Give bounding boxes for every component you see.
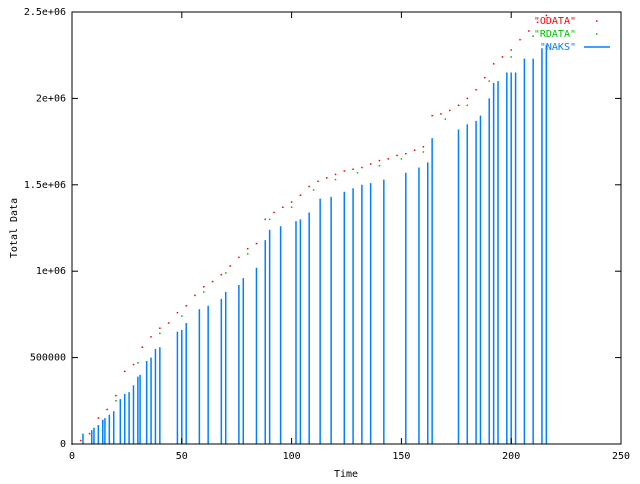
x-tick-label: 50 [176,451,188,462]
data-dot [308,185,310,188]
y-axis-label: Total Data [9,198,20,258]
data-dot [290,206,293,209]
data-dot [440,113,442,115]
data-dot [519,38,521,41]
data-dot [220,273,223,276]
data-dot [378,165,381,167]
x-axis-label: Time [334,469,358,480]
data-dot [475,89,477,91]
y-tick-label: 1e+06 [36,266,66,277]
data-dot [238,256,240,259]
data-dot [444,118,447,120]
data-dot [400,158,403,160]
data-dot [361,166,363,169]
data-dot [115,400,117,402]
data-dot [466,97,469,100]
x-tick-label: 200 [502,451,520,462]
data-dot [246,247,249,250]
data-dot [422,146,425,148]
data-dot [273,211,275,214]
x-tick-label: 100 [283,451,301,462]
data-dot [457,104,460,107]
data-dot [510,49,512,51]
data-dot [80,439,82,442]
data-dot [431,114,433,117]
y-tick-label: 0 [60,439,66,450]
data-dot [405,152,407,155]
data-dot [229,265,231,267]
legend-swatch [596,20,598,22]
y-tick-label: 2e+06 [36,93,66,104]
data-dot [141,346,144,348]
y-tick-label: 1.5e+06 [24,180,66,191]
data-dot [88,432,91,435]
y-tick-label: 2.5e+06 [24,7,66,18]
data-dot [501,56,504,58]
data-dot [290,201,293,203]
data-dot [203,286,205,288]
data-dot [255,242,258,245]
plot-frame [71,11,622,445]
data-dot [334,173,337,176]
legend-swatch [596,33,598,35]
data-dot [312,189,315,191]
data-dot [123,370,126,373]
data-dot [325,177,328,179]
data-dot [132,363,135,366]
data-dot [488,80,490,82]
data-dot [334,178,337,181]
data-dot [356,171,359,174]
data-dot [317,180,319,183]
data-dot [150,336,152,338]
data-dot [137,362,139,364]
data-dot [352,168,354,170]
data-dot [378,159,381,162]
data-dot [343,170,346,172]
data-dot [176,311,179,314]
x-tick-label: 150 [392,451,410,462]
data-dot [167,322,170,324]
legend-label: "ODATA" [534,16,576,27]
data-dot [510,56,512,58]
data-dot [106,408,108,411]
data-dot [159,327,161,329]
data-dot [97,417,100,419]
data-dot [413,149,416,151]
data-dot [528,30,530,32]
x-tick-label: 0 [69,451,75,462]
data-dot [387,158,389,160]
data-dot [422,151,425,153]
data-dot [181,315,183,317]
data-dot [282,206,284,209]
y-tick-label: 500000 [30,353,66,364]
data-dot [194,294,196,297]
data-dot [536,21,539,24]
data-dot [246,253,249,255]
legend-label: "RDATA" [534,29,576,40]
data-dot [369,163,372,165]
data-dot [448,109,451,112]
data-dot [492,63,495,65]
data-dot [203,291,205,293]
x-tick-label: 250 [612,451,630,462]
data-dot [396,154,398,157]
data-dot [159,332,161,335]
data-dot [466,104,469,107]
data-dot [299,194,302,196]
data-dot [545,14,548,17]
data-dot [211,280,214,283]
data-dot [115,394,117,397]
legend-label: "NAKS" [540,42,576,53]
data-dot [185,305,187,307]
data-dot [532,35,534,37]
data-dot [484,76,486,79]
data-dot [264,218,266,221]
data-dot [268,218,271,221]
data-dot [224,272,227,274]
